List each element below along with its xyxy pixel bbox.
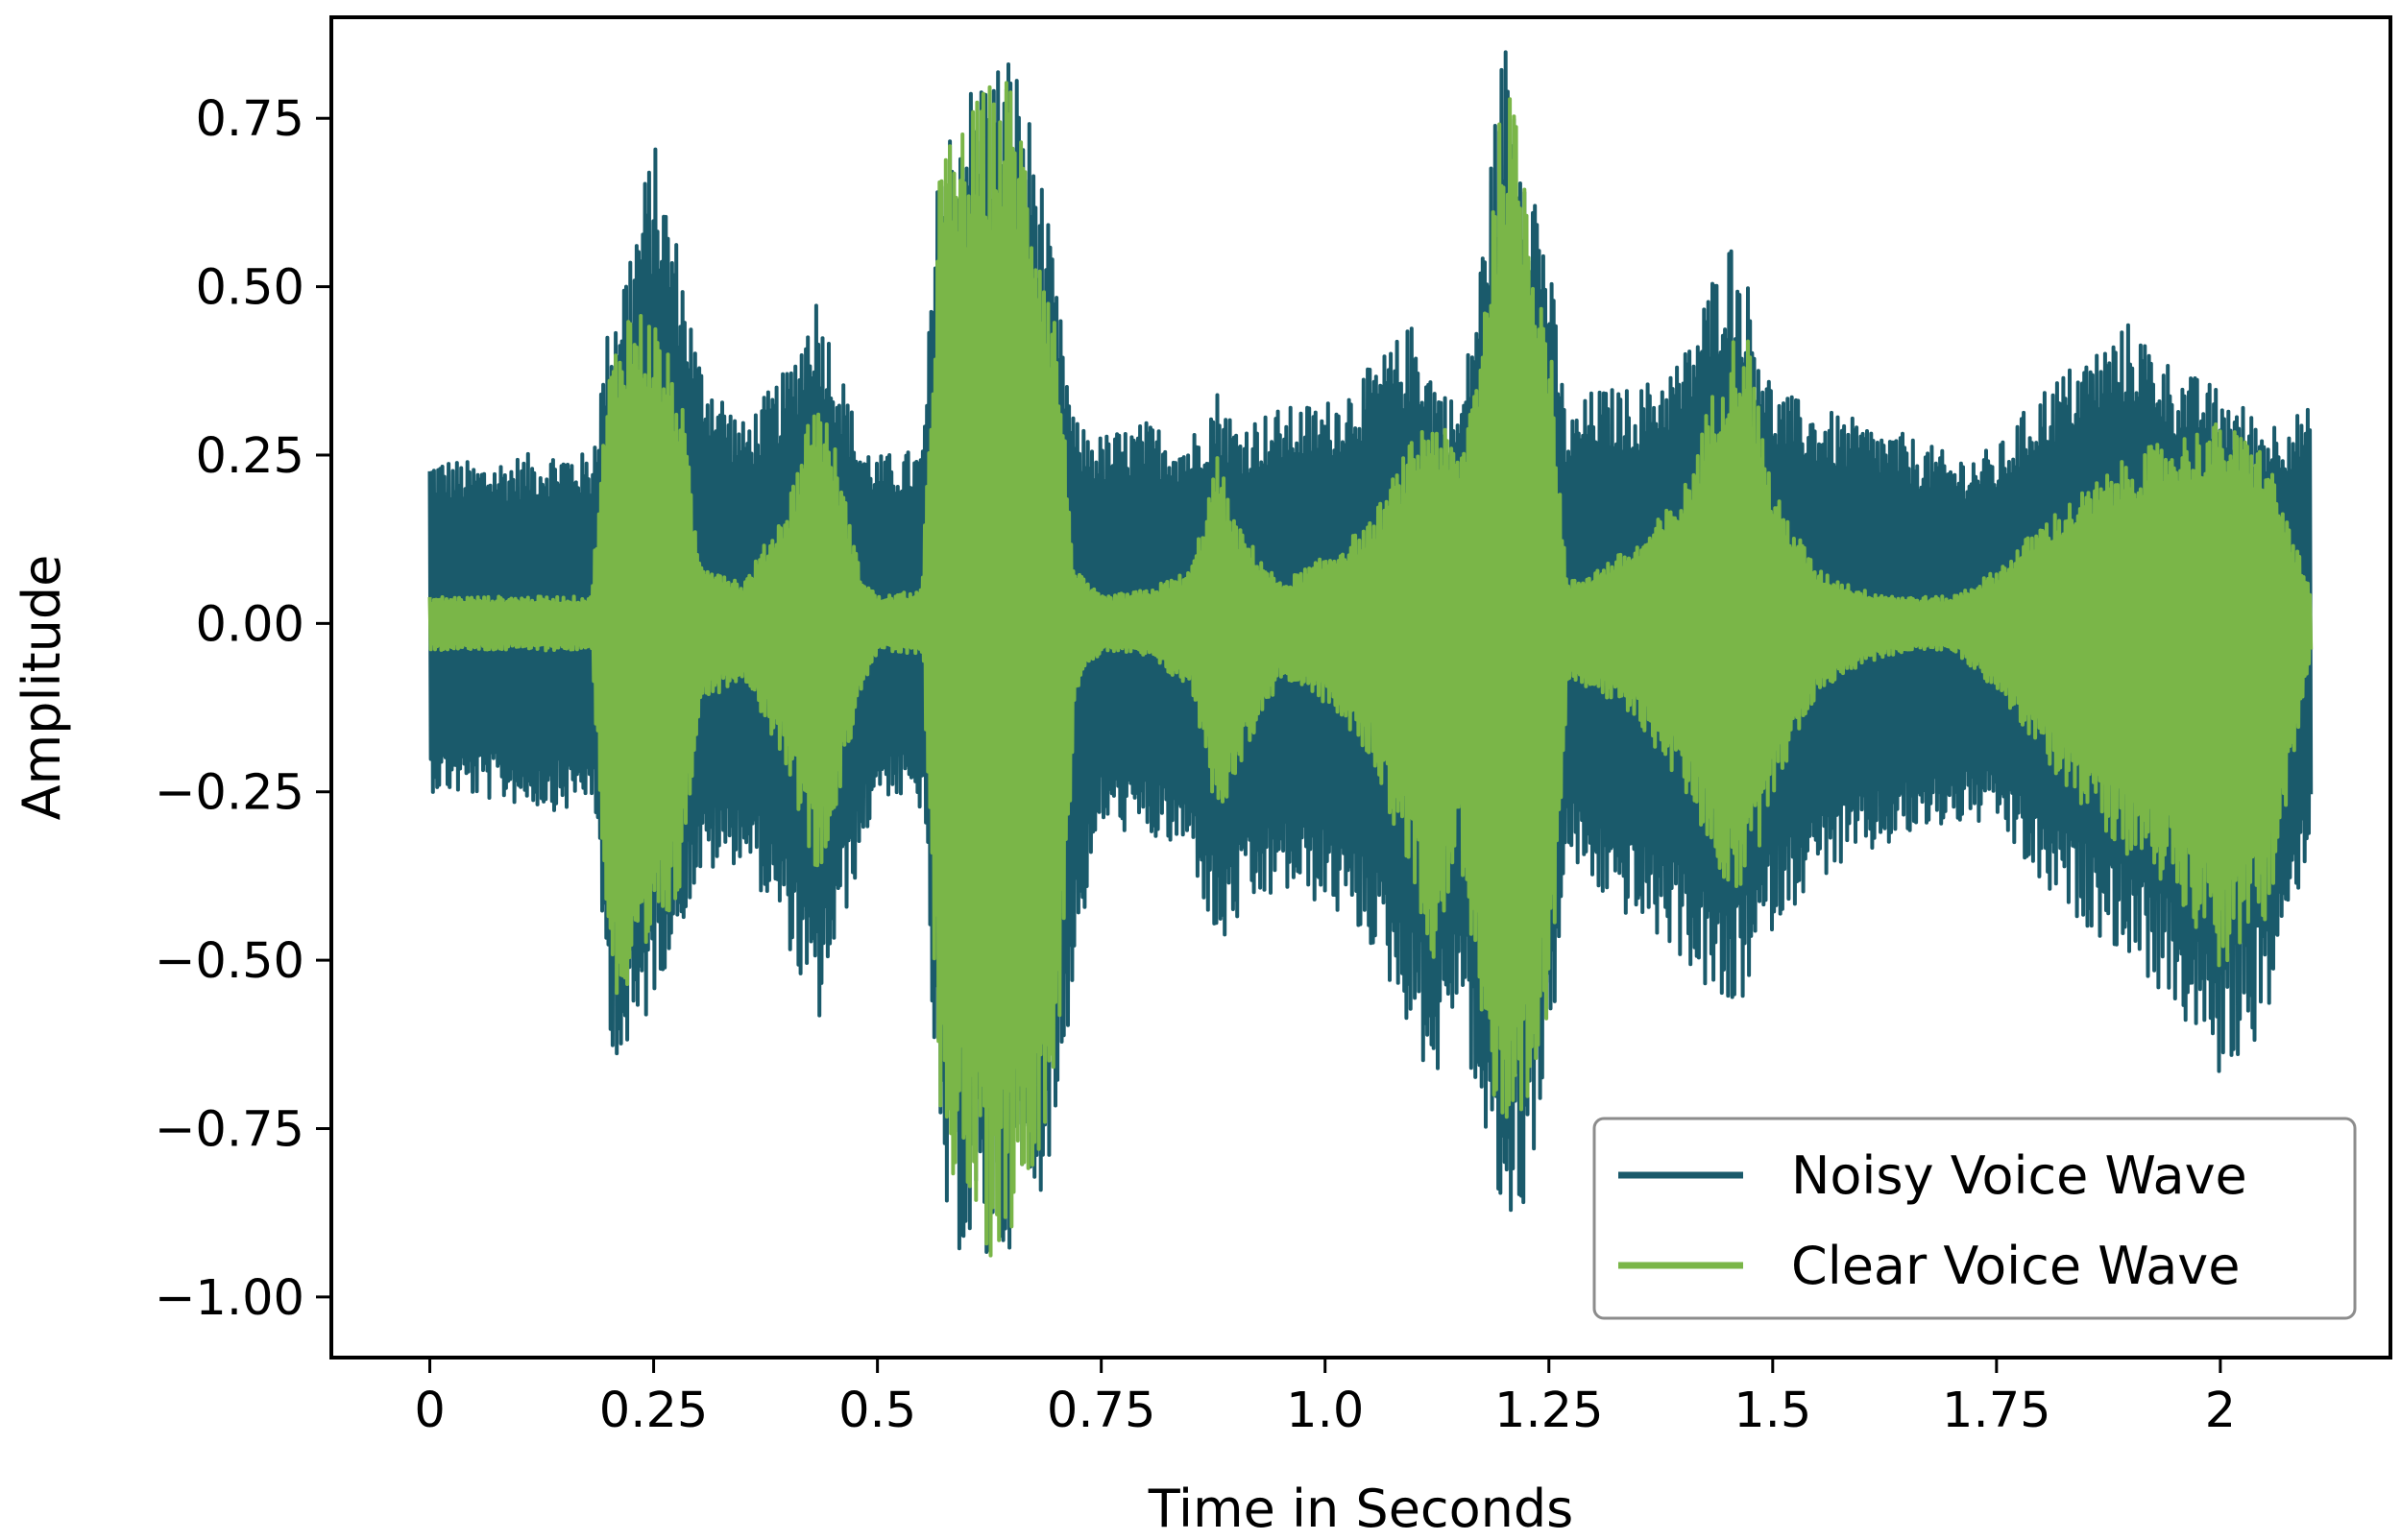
y-tick-label: −1.00 [155,1270,304,1327]
legend-label-noisy: Noisy Voice Wave [1791,1145,2247,1206]
plot-frame [329,15,2392,1360]
x-tick-label: 1.75 [1942,1383,2051,1439]
x-tick-label: 0.75 [1047,1383,1156,1439]
x-tick-label: 1.25 [1494,1383,1604,1439]
x-tick-label: 0.5 [838,1383,916,1439]
series-line-clear [427,81,2314,1258]
y-tick-label: −0.50 [155,933,304,990]
x-tick-label: 0 [414,1383,445,1439]
y-tick-label: 0.25 [195,428,304,485]
x-axis-title: Time in Seconds [1148,1479,1574,1539]
y-tick-label: −0.75 [155,1101,304,1158]
y-tick-label: 0.75 [195,91,304,148]
y-tick-label: 0.00 [195,596,304,653]
x-tick-label: 2 [2205,1383,2236,1439]
x-tick-label: 0.25 [599,1383,709,1439]
x-tick-label: 1.0 [1286,1383,1364,1439]
y-tick-label: 0.50 [195,260,304,317]
legend-label-clear: Clear Voice Wave [1791,1236,2240,1296]
legend-box [1592,1117,2357,1320]
y-axis-title: Amplitude [12,555,72,821]
y-tick-label: −0.25 [155,765,304,822]
legend: Noisy Voice Wave Clear Voice Wave [1592,1117,2357,1320]
x-tick-label: 1.5 [1734,1383,1811,1439]
